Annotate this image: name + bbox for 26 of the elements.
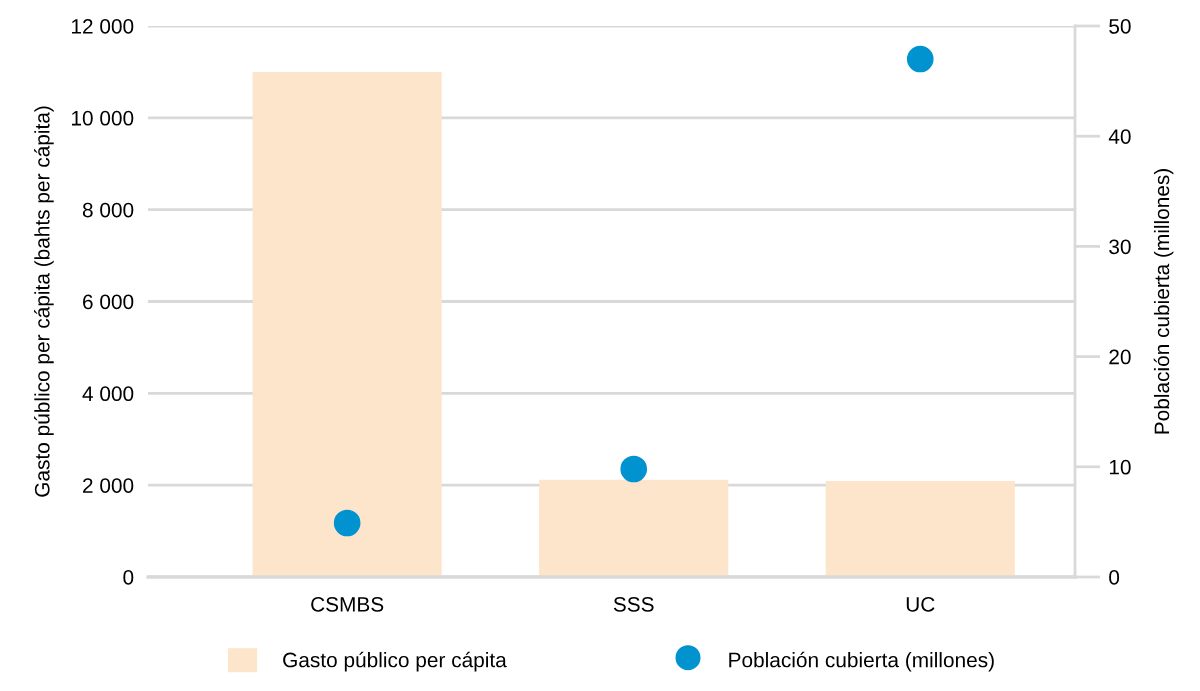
y-tick-label: 4 000 (82, 386, 134, 402)
y2-tick-label: 10 (1109, 459, 1131, 475)
bar (252, 71, 442, 577)
y-tick-label: 12 000 (71, 19, 134, 34)
y-tick-label: 6 000 (83, 294, 134, 310)
y-axis-title: Gasto público per cápita (bahts per cápita) (34, 106, 54, 497)
y2-tick-label: 30 (1109, 239, 1131, 255)
legend-label: Población cubierta (millones) (729, 651, 994, 672)
point (333, 509, 361, 537)
y2-tick-label: 50 (1109, 19, 1131, 34)
y-tick-label: 8 000 (82, 202, 134, 218)
y-tick-label: 0 (123, 570, 134, 585)
y-tick-label: 10 000 (71, 110, 134, 126)
point (620, 455, 648, 483)
y2-tick-label: 20 (1109, 349, 1131, 365)
legend-label: Gasto público per cápita (283, 651, 507, 672)
bar (539, 479, 729, 577)
y2-axis-title: Población cubierta (millones) (1153, 169, 1174, 434)
y2-tick-label: 0 (1109, 570, 1120, 585)
point (906, 45, 934, 73)
bar (825, 481, 1015, 577)
y-tick-label: 2 000 (83, 478, 134, 493)
y2-tick-label: 40 (1108, 129, 1131, 144)
x-tick-label: SSS (613, 596, 654, 612)
x-tick-label: CSMBS (311, 596, 384, 612)
x-tick-label: UC (906, 596, 935, 612)
